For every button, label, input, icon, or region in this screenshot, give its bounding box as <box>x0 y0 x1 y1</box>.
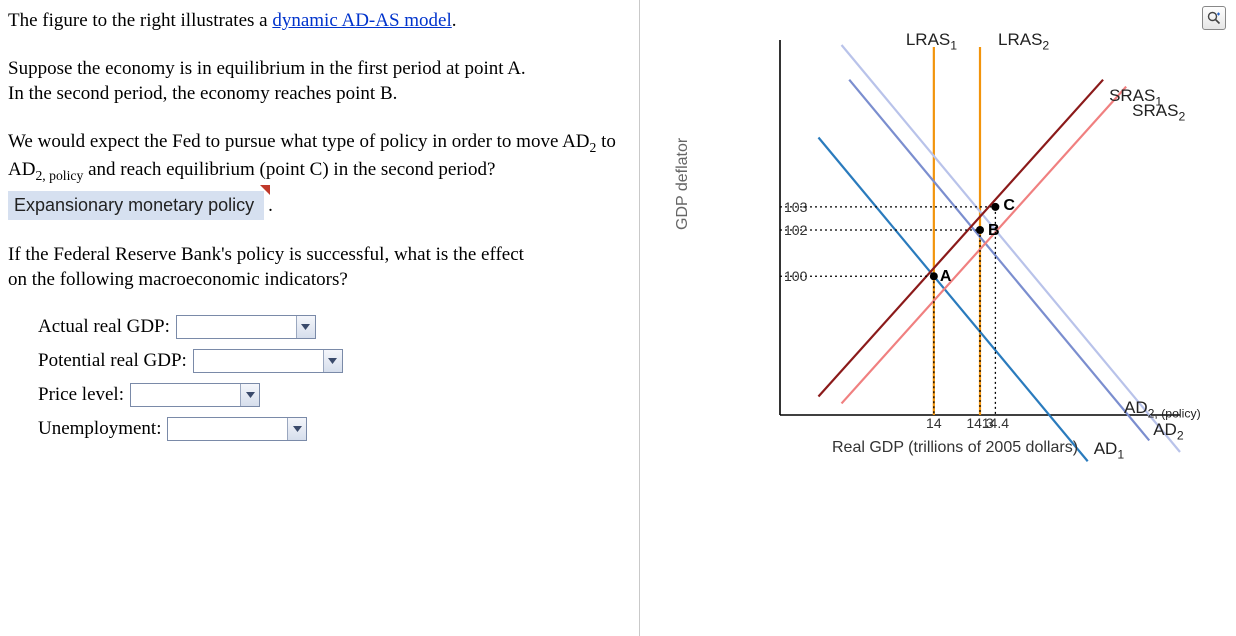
y-tick-103: 103 <box>784 199 807 215</box>
q-text-before: We would expect the Fed to pursue what t… <box>8 131 590 152</box>
dropdown-price-level[interactable] <box>130 383 260 407</box>
row-unemployment: Unemployment: <box>38 417 619 441</box>
q-sub2: 2, policy <box>35 168 83 183</box>
row-price-level: Price level: <box>38 383 619 407</box>
dropdown-potential-gdp[interactable] <box>193 349 343 373</box>
chevron-down-icon <box>240 384 259 406</box>
question-panel: The figure to the right illustrates a dy… <box>0 0 640 636</box>
intro-text-after: . <box>452 10 457 31</box>
followup-line2: on the following macroeconomic indicator… <box>8 269 348 290</box>
label-ad1: AD1 <box>1094 439 1124 461</box>
x-tick-14: 14 <box>926 415 942 431</box>
intro-text-before: The figure to the right illustrates a <box>8 10 272 31</box>
label-unemployment: Unemployment: <box>38 418 161 440</box>
y-tick-100: 100 <box>784 268 807 284</box>
followup-line1: If the Federal Reserve Bank's policy is … <box>8 244 524 265</box>
answer-row: Expansionary monetary policy . <box>8 191 619 219</box>
point-label-c: C <box>1003 197 1015 215</box>
scenario-line1: Suppose the economy is in equilibrium in… <box>8 58 526 79</box>
scenario-line2: In the second period, the economy reache… <box>8 83 397 104</box>
label-lras1: LRAS1 <box>906 30 957 52</box>
adas-chart: GDP deflatorReal GDP (trillions of 2005 … <box>720 35 1190 505</box>
row-actual-gdp: Actual real GDP: <box>38 315 619 339</box>
question-paragraph: We would expect the Fed to pursue what t… <box>8 129 619 186</box>
policy-answer-field[interactable]: Expansionary monetary policy <box>8 191 264 219</box>
indicator-block: Actual real GDP: Potential real GDP: <box>8 315 619 441</box>
chevron-down-icon <box>287 418 306 440</box>
label-potential-gdp: Potential real GDP: <box>38 350 187 372</box>
y-axis-label: GDP deflator <box>674 138 692 230</box>
y-tick-102: 102 <box>784 222 807 238</box>
zoom-icon[interactable] <box>1202 6 1226 30</box>
label-ad2: AD2 <box>1153 420 1183 442</box>
scenario-paragraph: Suppose the economy is in equilibrium in… <box>8 56 619 107</box>
x-tick-14-4: 14.4 <box>982 415 1009 431</box>
intro-paragraph: The figure to the right illustrates a dy… <box>8 8 619 34</box>
page-root: The figure to the right illustrates a dy… <box>0 0 1236 636</box>
point-label-a: A <box>940 268 952 286</box>
label-price-level: Price level: <box>38 384 124 406</box>
label-actual-gdp: Actual real GDP: <box>38 316 170 338</box>
adas-model-link[interactable]: dynamic AD-AS model <box>272 10 451 31</box>
point-label-b: B <box>988 222 1000 240</box>
q-text-after: and reach equilibrium (point C) in the s… <box>83 159 495 180</box>
row-potential-gdp: Potential real GDP: <box>38 349 619 373</box>
followup-paragraph: If the Federal Reserve Bank's policy is … <box>8 242 619 293</box>
policy-answer-value: Expansionary monetary policy <box>14 195 254 215</box>
dropdown-unemployment[interactable] <box>167 417 307 441</box>
label-ad2-policy: AD2, (policy) <box>1124 398 1201 420</box>
chevron-down-icon <box>323 350 342 372</box>
answer-period: . <box>268 195 273 216</box>
chevron-down-icon <box>296 316 315 338</box>
dropdown-actual-gdp[interactable] <box>176 315 316 339</box>
label-sras2: SRAS2 <box>1132 101 1185 123</box>
label-lras2: LRAS2 <box>998 30 1049 52</box>
figure-panel: GDP deflatorReal GDP (trillions of 2005 … <box>640 0 1236 636</box>
